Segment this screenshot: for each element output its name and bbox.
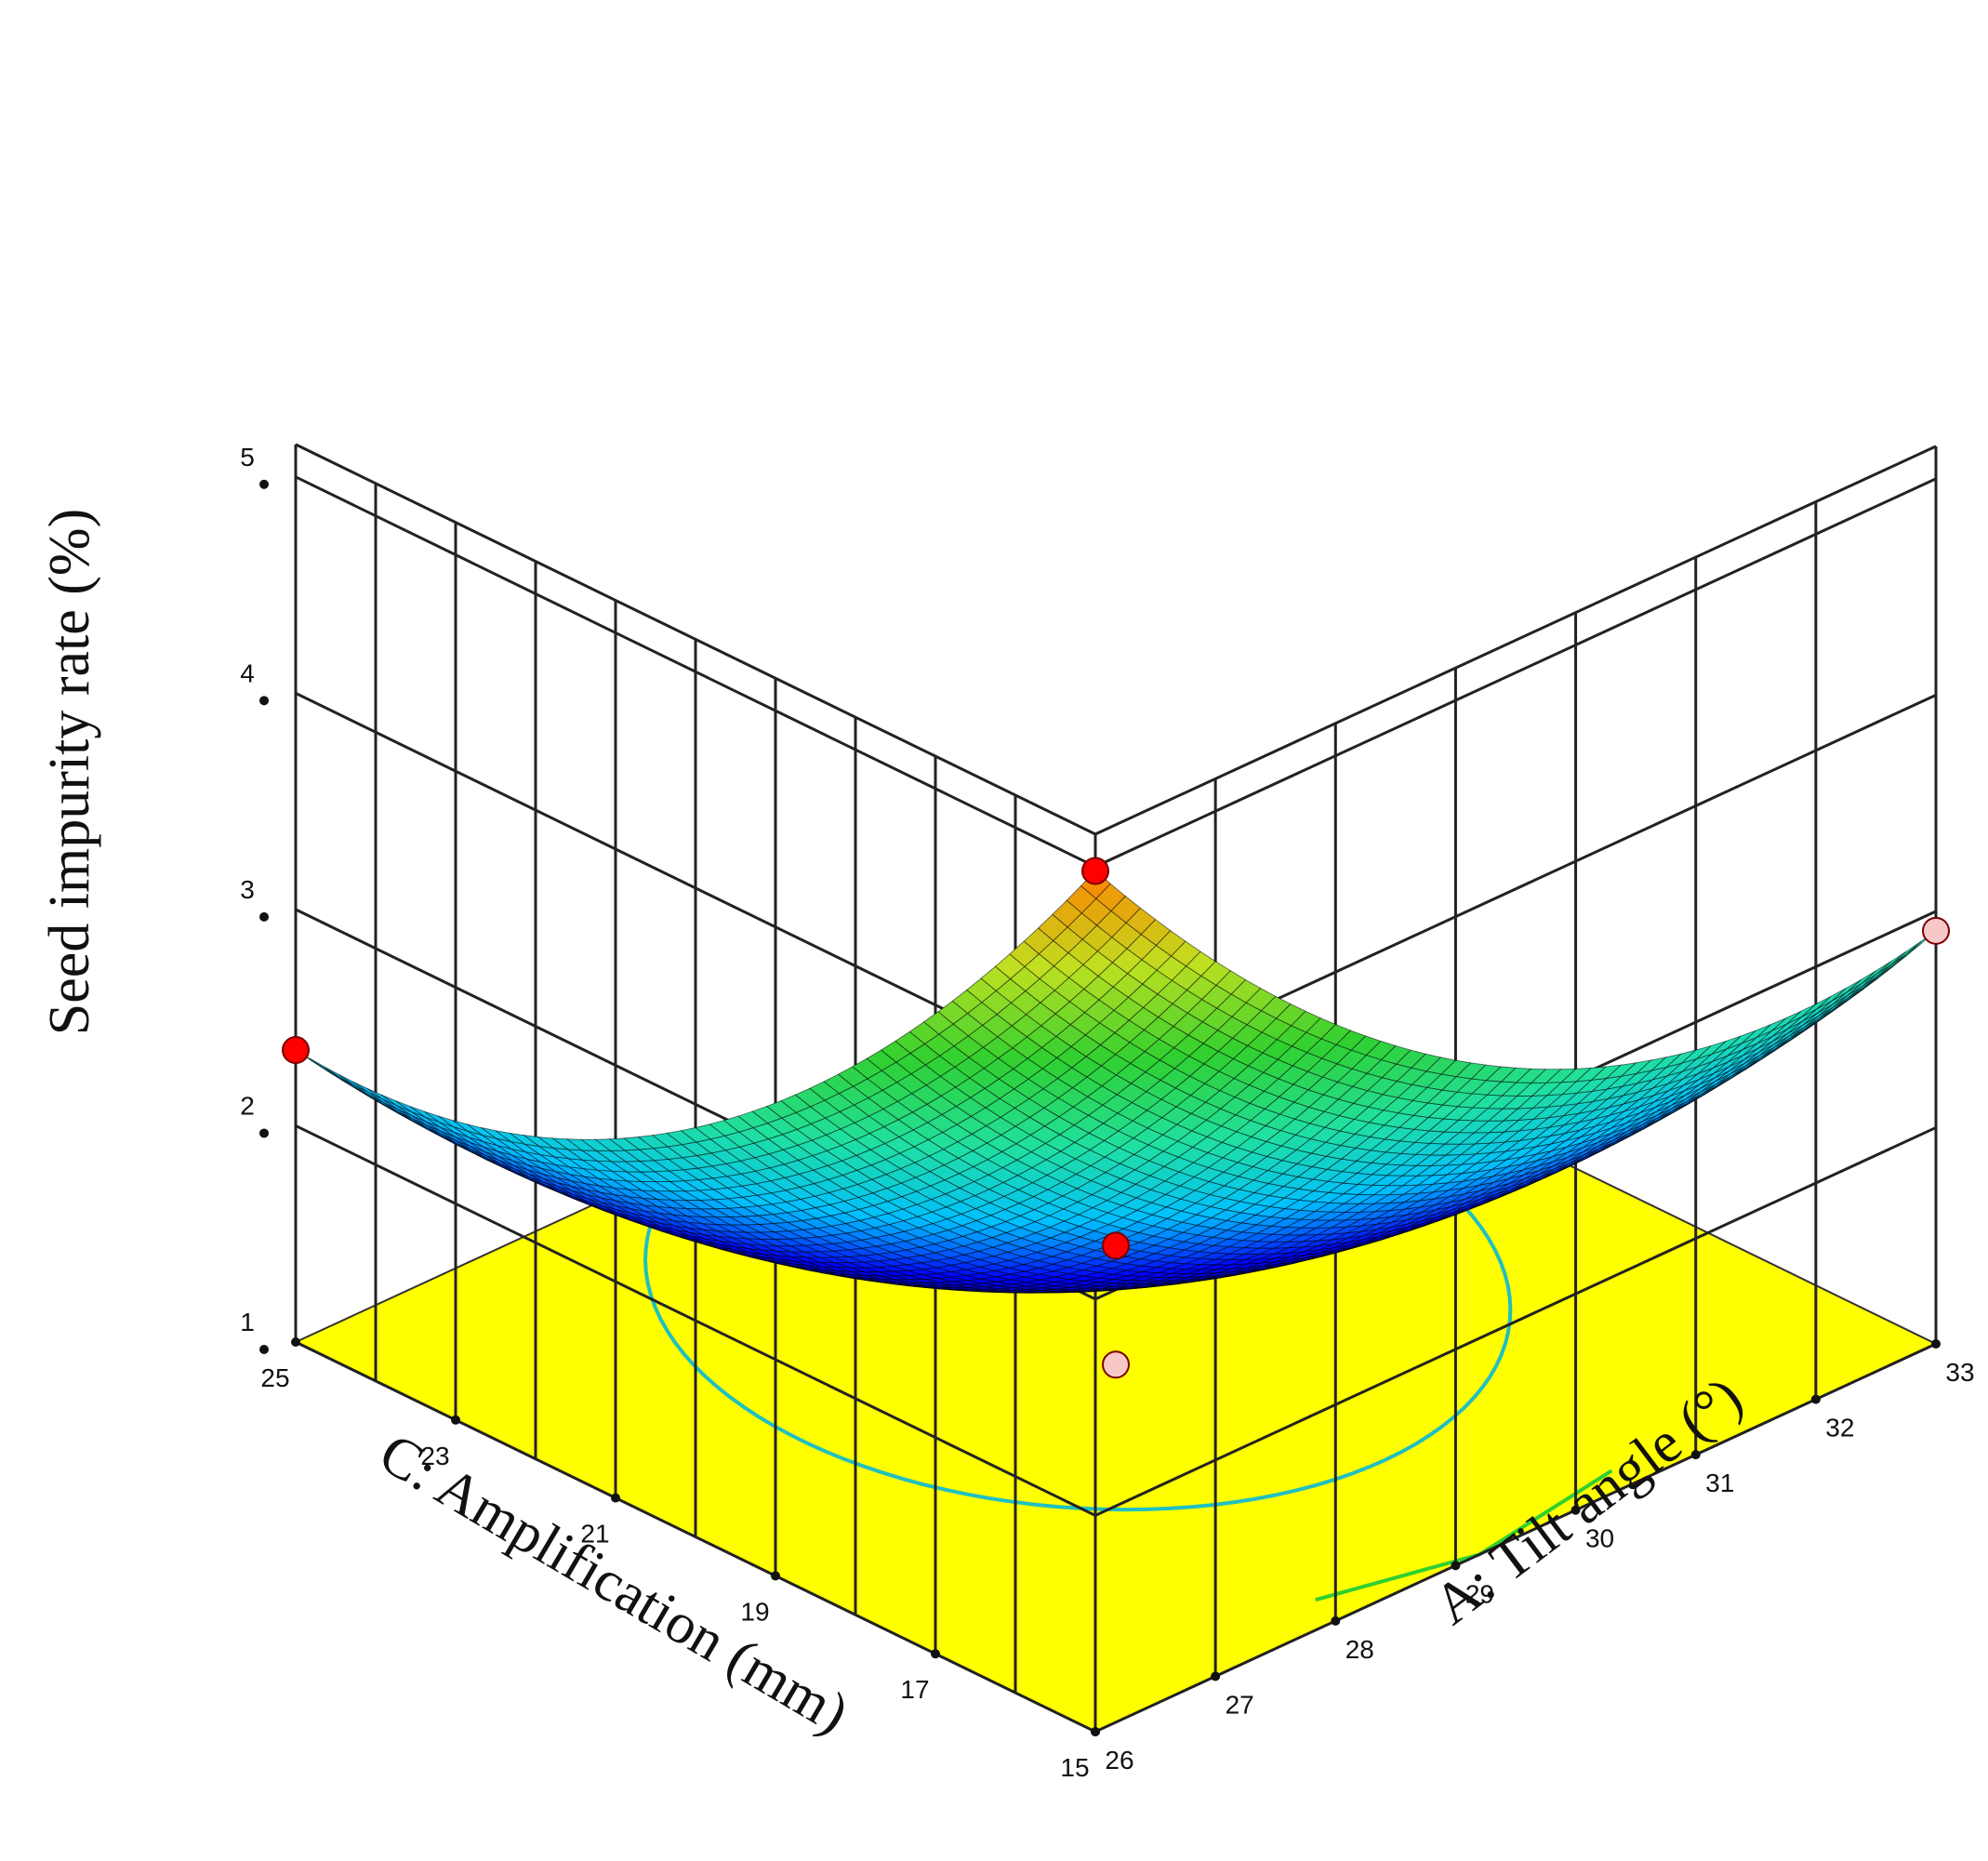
- surface-facet: [1861, 961, 1891, 984]
- grid-line: [295, 443, 1937, 836]
- c-tick-label: 23: [420, 1442, 449, 1470]
- a-tick-label: 32: [1825, 1414, 1854, 1442]
- c-tick-mark: [611, 1493, 620, 1503]
- a-tick-label: 30: [1585, 1524, 1614, 1553]
- design-points: [282, 857, 1950, 1379]
- a-tick-label: 29: [1465, 1579, 1494, 1608]
- a-tick-mark: [1810, 1394, 1821, 1404]
- z-tick-label: 5: [240, 443, 255, 472]
- design-point-below-surface: [1922, 916, 1950, 945]
- a-tick-label: 31: [1705, 1469, 1734, 1497]
- a-tick-mark: [1571, 1505, 1581, 1515]
- design-point-above-surface: [1081, 857, 1109, 885]
- c-tick-mark: [771, 1571, 780, 1581]
- grid-line: [295, 908, 1937, 1301]
- grid-line: [295, 1124, 1937, 1518]
- a-tick-mark: [1690, 1450, 1701, 1460]
- c-tick-mark: [451, 1415, 460, 1425]
- a-tick-label: 33: [1945, 1358, 1974, 1387]
- z-tick-mark: [259, 1128, 269, 1138]
- c-tick-label: 15: [1060, 1753, 1089, 1782]
- response-surface: [295, 870, 1937, 1294]
- a-tick-label: 26: [1105, 1746, 1133, 1775]
- z-tick-label: 2: [240, 1091, 255, 1120]
- c-tick-label: 19: [740, 1597, 769, 1626]
- c-tick-label: 21: [580, 1520, 609, 1549]
- c-tick-mark: [291, 1337, 300, 1347]
- design-point-below-surface: [1102, 1350, 1130, 1379]
- a-tick-mark: [1451, 1561, 1461, 1571]
- z-tick-mark: [259, 696, 269, 706]
- c-tick-label: 17: [900, 1675, 929, 1704]
- a-tick-mark: [1931, 1339, 1941, 1349]
- c-tick-label: 25: [260, 1363, 289, 1392]
- z-tick-mark: [259, 479, 269, 489]
- z-tick-label: 3: [240, 875, 255, 904]
- design-point-above-surface: [282, 1036, 310, 1065]
- a-tick-mark: [1091, 1727, 1100, 1736]
- a-tick-mark: [1211, 1671, 1221, 1682]
- z-tick-label: 4: [240, 658, 255, 687]
- design-point-above-surface: [1102, 1231, 1130, 1260]
- c-tick-mark: [931, 1649, 940, 1659]
- z-axis-title: Seed impurity rate (%): [38, 509, 101, 1035]
- z-tick-label: 1: [240, 1308, 255, 1336]
- a-tick-mark: [1331, 1615, 1341, 1626]
- z-tick-mark: [259, 1345, 269, 1354]
- grid-walls: [294, 443, 1938, 1734]
- a-tick-label: 28: [1345, 1635, 1374, 1664]
- a-tick-label: 27: [1226, 1690, 1254, 1719]
- z-tick-mark: [259, 911, 269, 922]
